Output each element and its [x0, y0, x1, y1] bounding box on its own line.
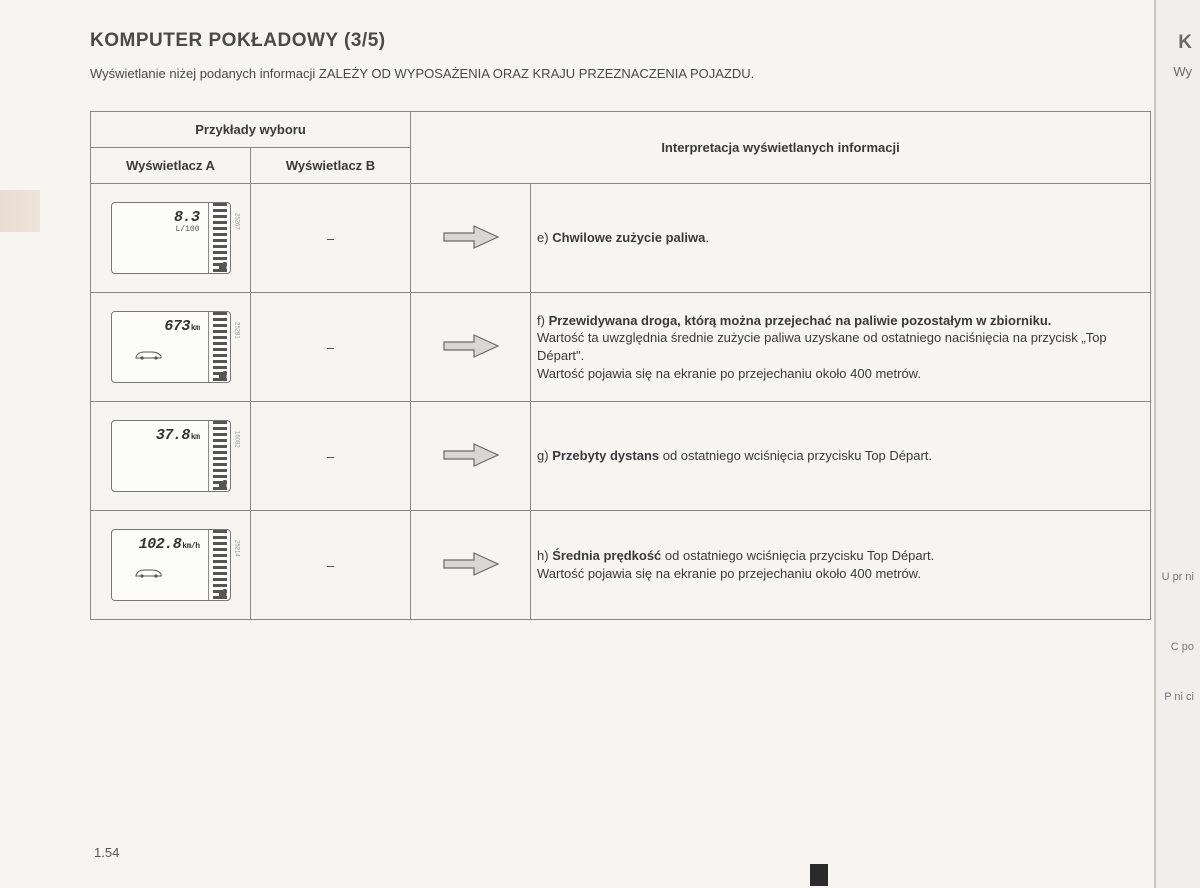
- cell-display-b: –: [251, 402, 411, 511]
- cell-arrow: [411, 293, 531, 402]
- fuel-gauge-icon: [208, 530, 230, 600]
- info-table: Przykłady wyboru Interpretacja wyświetla…: [90, 111, 1151, 620]
- table-row: 673km 25281 – f) Przewidywana droga, któ…: [91, 293, 1151, 402]
- page-subtitle: Wyświetlanie niżej podanych informacji Z…: [90, 66, 1170, 81]
- cell-description: f) Przewidywana droga, którą można przej…: [531, 293, 1151, 402]
- cell-arrow: [411, 402, 531, 511]
- cell-description: e) Chwilowe zużycie paliwa.: [531, 184, 1151, 293]
- edge-title-fragment: K: [1178, 32, 1192, 54]
- header-examples: Przykłady wyboru: [91, 112, 411, 148]
- cell-arrow: [411, 511, 531, 620]
- header-interpretation: Interpretacja wyświetlanych informacji: [411, 112, 1151, 184]
- edge-subtitle-fragment: Wy: [1173, 64, 1192, 79]
- cell-display-a: 37.8km 16082: [91, 402, 251, 511]
- table-row: 102.8km/h 25214 – h) Średnia prędkość od…: [91, 511, 1151, 620]
- header-display-b: Wyświetlacz B: [251, 148, 411, 184]
- arrow-icon: [440, 222, 502, 252]
- header-display-a: Wyświetlacz A: [91, 148, 251, 184]
- edge-text-fragment: U pr ni: [1162, 570, 1194, 584]
- car-icon: [134, 348, 164, 360]
- cell-display-a: 8.3 L/100 25267: [91, 184, 251, 293]
- page-number: 1.54: [94, 845, 119, 860]
- arrow-icon: [440, 440, 502, 470]
- arrow-icon: [440, 331, 502, 361]
- lcd-display-mockup: 673km 25281: [111, 311, 231, 383]
- fuel-gauge-icon: [208, 421, 230, 491]
- arrow-icon: [440, 549, 502, 579]
- section-color-tab: [0, 190, 40, 232]
- cell-arrow: [411, 184, 531, 293]
- lcd-display-mockup: 8.3 L/100 25267: [111, 202, 231, 274]
- car-icon: [134, 566, 164, 578]
- print-registration-mark: [810, 864, 828, 886]
- fuel-gauge-icon: [208, 203, 230, 273]
- lcd-display-mockup: 37.8km 16082: [111, 420, 231, 492]
- table-row: 37.8km 16082 – g) Przebyty dystans od os…: [91, 402, 1151, 511]
- edge-text-fragment: P ni ci: [1164, 690, 1194, 704]
- next-page-edge: [1154, 0, 1200, 888]
- edge-text-fragment: C po: [1171, 640, 1194, 654]
- page-title: KOMPUTER POKŁADOWY (3/5): [90, 30, 1170, 52]
- cell-display-b: –: [251, 511, 411, 620]
- cell-display-b: –: [251, 293, 411, 402]
- cell-display-a: 673km 25281: [91, 293, 251, 402]
- lcd-display-mockup: 102.8km/h 25214: [111, 529, 231, 601]
- table-row: 8.3 L/100 25267 – e) Chwilowe zużycie pa…: [91, 184, 1151, 293]
- cell-description: h) Średnia prędkość od ostatniego wciśni…: [531, 511, 1151, 620]
- cell-description: g) Przebyty dystans od ostatniego wciśni…: [531, 402, 1151, 511]
- cell-display-a: 102.8km/h 25214: [91, 511, 251, 620]
- cell-display-b: –: [251, 184, 411, 293]
- manual-page: KOMPUTER POKŁADOWY (3/5) Wyświetlanie ni…: [90, 30, 1170, 620]
- fuel-gauge-icon: [208, 312, 230, 382]
